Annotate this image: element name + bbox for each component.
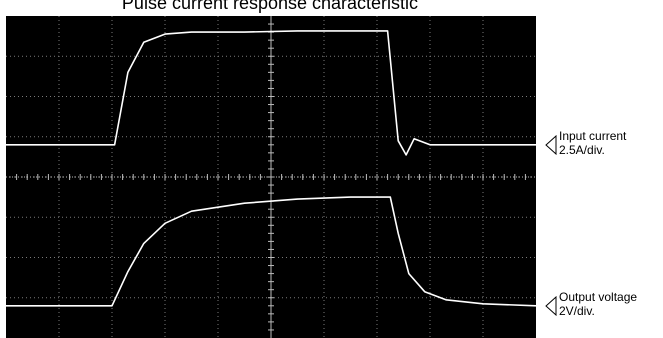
input-current-trace	[6, 30, 536, 156]
chart-title: Pulse current response characteristic	[121, 0, 419, 13]
oscilloscope-screen	[6, 16, 536, 338]
output-voltage-marker: Output voltage 2V/div.	[545, 290, 663, 330]
input-current-scale: 2.5A/div.	[559, 142, 605, 157]
graticule	[6, 16, 536, 338]
output-voltage-trace	[6, 196, 536, 307]
output-voltage-scale: 2V/div.	[559, 303, 595, 318]
trace-group	[6, 30, 536, 307]
triangle-marker-icon	[545, 134, 557, 155]
triangle-marker-icon	[545, 295, 557, 316]
input-current-label: Input current	[559, 128, 627, 143]
output-voltage-label: Output voltage	[559, 289, 638, 304]
input-current-marker: Input current 2.5A/div.	[545, 129, 663, 169]
